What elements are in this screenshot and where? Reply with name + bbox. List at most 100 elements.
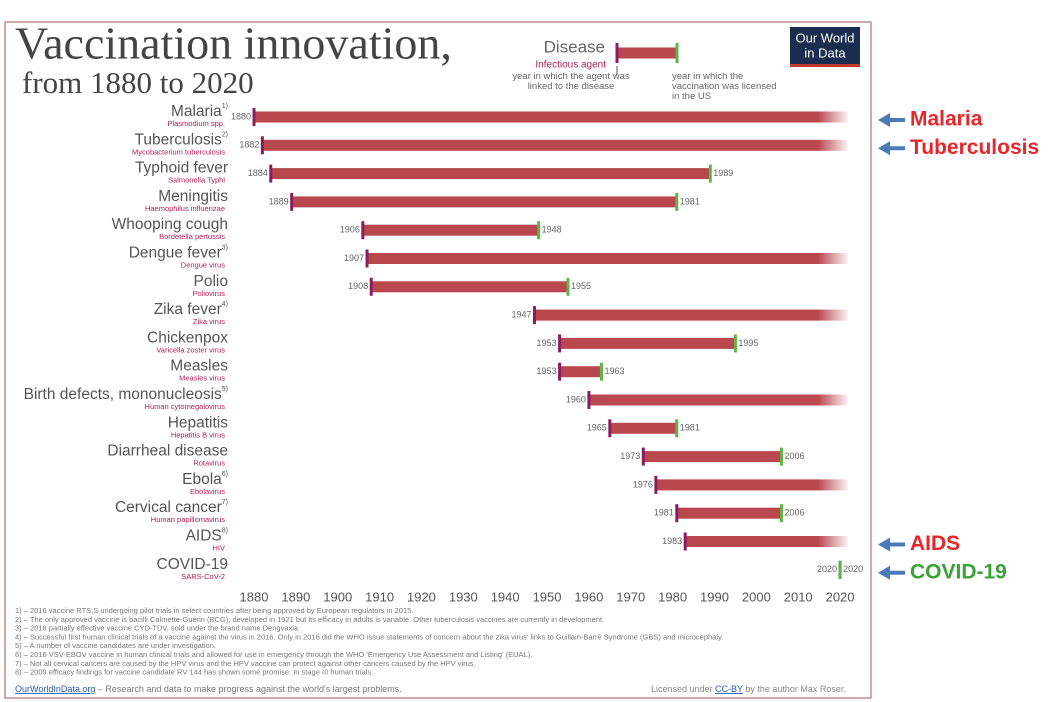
license-suffix: by the author Max Roser. bbox=[743, 684, 846, 694]
agent-label: Hepatitis B virus bbox=[171, 430, 225, 439]
end-label: 2006 bbox=[784, 451, 804, 461]
start-label: 1908 bbox=[348, 281, 368, 291]
agent-label: HIV bbox=[212, 543, 225, 552]
source-text: – Research and data to make progress aga… bbox=[95, 684, 401, 694]
category-name: Tuberculosis bbox=[134, 131, 222, 148]
annotation: AIDS bbox=[910, 532, 960, 555]
category-label: Polio bbox=[194, 273, 228, 290]
range-bar bbox=[643, 451, 782, 463]
range-bar bbox=[559, 337, 736, 349]
footnote-mark: 2) bbox=[222, 131, 228, 138]
category-name: Malaria bbox=[171, 103, 222, 120]
start-label: 1981 bbox=[654, 508, 674, 518]
source-link[interactable]: OurWorldInData.org bbox=[15, 684, 95, 694]
agent-label: Mycobacterium tuberculosis bbox=[132, 147, 225, 156]
category-label: Zika fever4) bbox=[154, 301, 228, 318]
category-name: COVID-19 bbox=[157, 556, 229, 573]
start-label: 1882 bbox=[239, 140, 259, 150]
category-label: Birth defects, mononucleosis5) bbox=[24, 386, 228, 403]
start-label: 1947 bbox=[511, 309, 531, 319]
start-label: 1884 bbox=[248, 168, 268, 178]
footnote: 5) – A number of vaccine candidates are … bbox=[15, 641, 216, 650]
category-name: Diarrheal disease bbox=[107, 443, 228, 460]
footnote: 8) – 2009 efficacy findings for vaccine … bbox=[15, 668, 373, 677]
legend-start-note: year in which the agent was linked to th… bbox=[512, 71, 630, 92]
logo-text: in Data bbox=[804, 45, 846, 60]
range-bar bbox=[367, 253, 848, 264]
category-name: Ebola bbox=[182, 471, 222, 488]
agent-label: Human cytomegalovirus bbox=[145, 402, 226, 411]
annotation-arrowhead bbox=[878, 113, 890, 127]
x-tick-label: 1930 bbox=[449, 589, 478, 604]
end-label: 1989 bbox=[713, 168, 733, 178]
license-prefix: Licensed under bbox=[651, 684, 715, 694]
chart-title: Vaccination innovation, bbox=[15, 18, 452, 69]
logo-strip bbox=[790, 64, 860, 67]
start-label: 1960 bbox=[566, 394, 586, 404]
range-bar bbox=[676, 507, 782, 519]
annotation-arrowhead bbox=[878, 141, 890, 156]
annotation: Malaria bbox=[910, 108, 983, 131]
x-tick-label: 1910 bbox=[365, 589, 394, 604]
category-label: Tuberculosis2) bbox=[134, 131, 228, 148]
range-bar bbox=[262, 139, 848, 151]
footnote: 6) – 2016 VSV-EBOV vaccine in human clin… bbox=[15, 650, 532, 659]
x-tick-label: 1980 bbox=[658, 589, 687, 604]
start-label: 1976 bbox=[633, 479, 653, 489]
footnote-mark: 4) bbox=[222, 301, 228, 308]
agent-label: SARS-CoV-2 bbox=[181, 572, 225, 581]
agent-label: Poliovirus bbox=[192, 289, 225, 298]
category-label: Chickenpox bbox=[147, 329, 228, 346]
footnote: 4) – Successful first human clinical tri… bbox=[15, 632, 723, 641]
agent-label: Plasmodium spp. bbox=[167, 119, 225, 128]
annotation-arrowhead bbox=[878, 537, 890, 552]
range-bar bbox=[291, 196, 677, 208]
footnote-mark: 8) bbox=[222, 527, 228, 534]
category-label: Typhoid fever bbox=[135, 160, 228, 177]
end-label: 1995 bbox=[738, 338, 758, 348]
category-name: Birth defects, mononucleosis bbox=[24, 386, 222, 403]
x-tick-label: 1880 bbox=[240, 589, 269, 604]
end-label: 1981 bbox=[680, 196, 700, 206]
x-tick-label: 2020 bbox=[826, 589, 855, 604]
category-name: Zika fever bbox=[154, 301, 222, 318]
end-label: 1948 bbox=[542, 225, 562, 235]
category-name: Polio bbox=[194, 273, 228, 290]
end-label: 2006 bbox=[784, 508, 804, 518]
footnote-mark: 5) bbox=[222, 386, 228, 393]
agent-label: Varicella zoster virus bbox=[156, 345, 225, 354]
category-name: Hepatitis bbox=[168, 414, 229, 431]
x-tick-label: 1990 bbox=[700, 589, 729, 604]
category-label: Ebola6) bbox=[182, 471, 228, 488]
x-tick-label: 1960 bbox=[574, 589, 603, 604]
end-label: 2020 bbox=[843, 564, 863, 574]
end-label: 1981 bbox=[680, 423, 700, 433]
category-label: AIDS8) bbox=[186, 527, 228, 544]
logo-text: Our World bbox=[796, 30, 855, 45]
category-label: Whooping cough bbox=[112, 216, 228, 233]
x-tick-label: 2010 bbox=[784, 589, 813, 604]
legend-disease: Disease bbox=[544, 37, 605, 56]
footnote: 3) – 2016 partially effective vaccine CY… bbox=[15, 624, 300, 633]
range-bar bbox=[270, 168, 711, 180]
footnote: 1) – 2016 vaccine RTS,S undergoing pilot… bbox=[15, 606, 413, 615]
agent-label: Ebolavirus bbox=[190, 487, 225, 496]
license-link[interactable]: CC-BY bbox=[715, 684, 743, 694]
footnote: 2) – The only approved vaccine is bacill… bbox=[15, 615, 604, 624]
category-name: Measles bbox=[170, 358, 228, 375]
annotation: Tuberculosis bbox=[910, 136, 1039, 159]
start-label: 1983 bbox=[662, 536, 682, 546]
start-label: 2020 bbox=[817, 564, 837, 574]
x-tick-label: 1920 bbox=[407, 589, 436, 604]
start-label: 1880 bbox=[231, 111, 251, 121]
category-label: Dengue fever3) bbox=[129, 244, 228, 261]
legend-end-note: year in which the vaccination was licens… bbox=[672, 71, 777, 102]
annotation-arrowhead bbox=[878, 565, 890, 580]
range-bar bbox=[362, 224, 539, 236]
footnote-mark: 6) bbox=[222, 471, 228, 478]
logo bbox=[790, 27, 860, 67]
start-label: 1906 bbox=[340, 225, 360, 235]
footnote-mark: 3) bbox=[222, 244, 228, 251]
